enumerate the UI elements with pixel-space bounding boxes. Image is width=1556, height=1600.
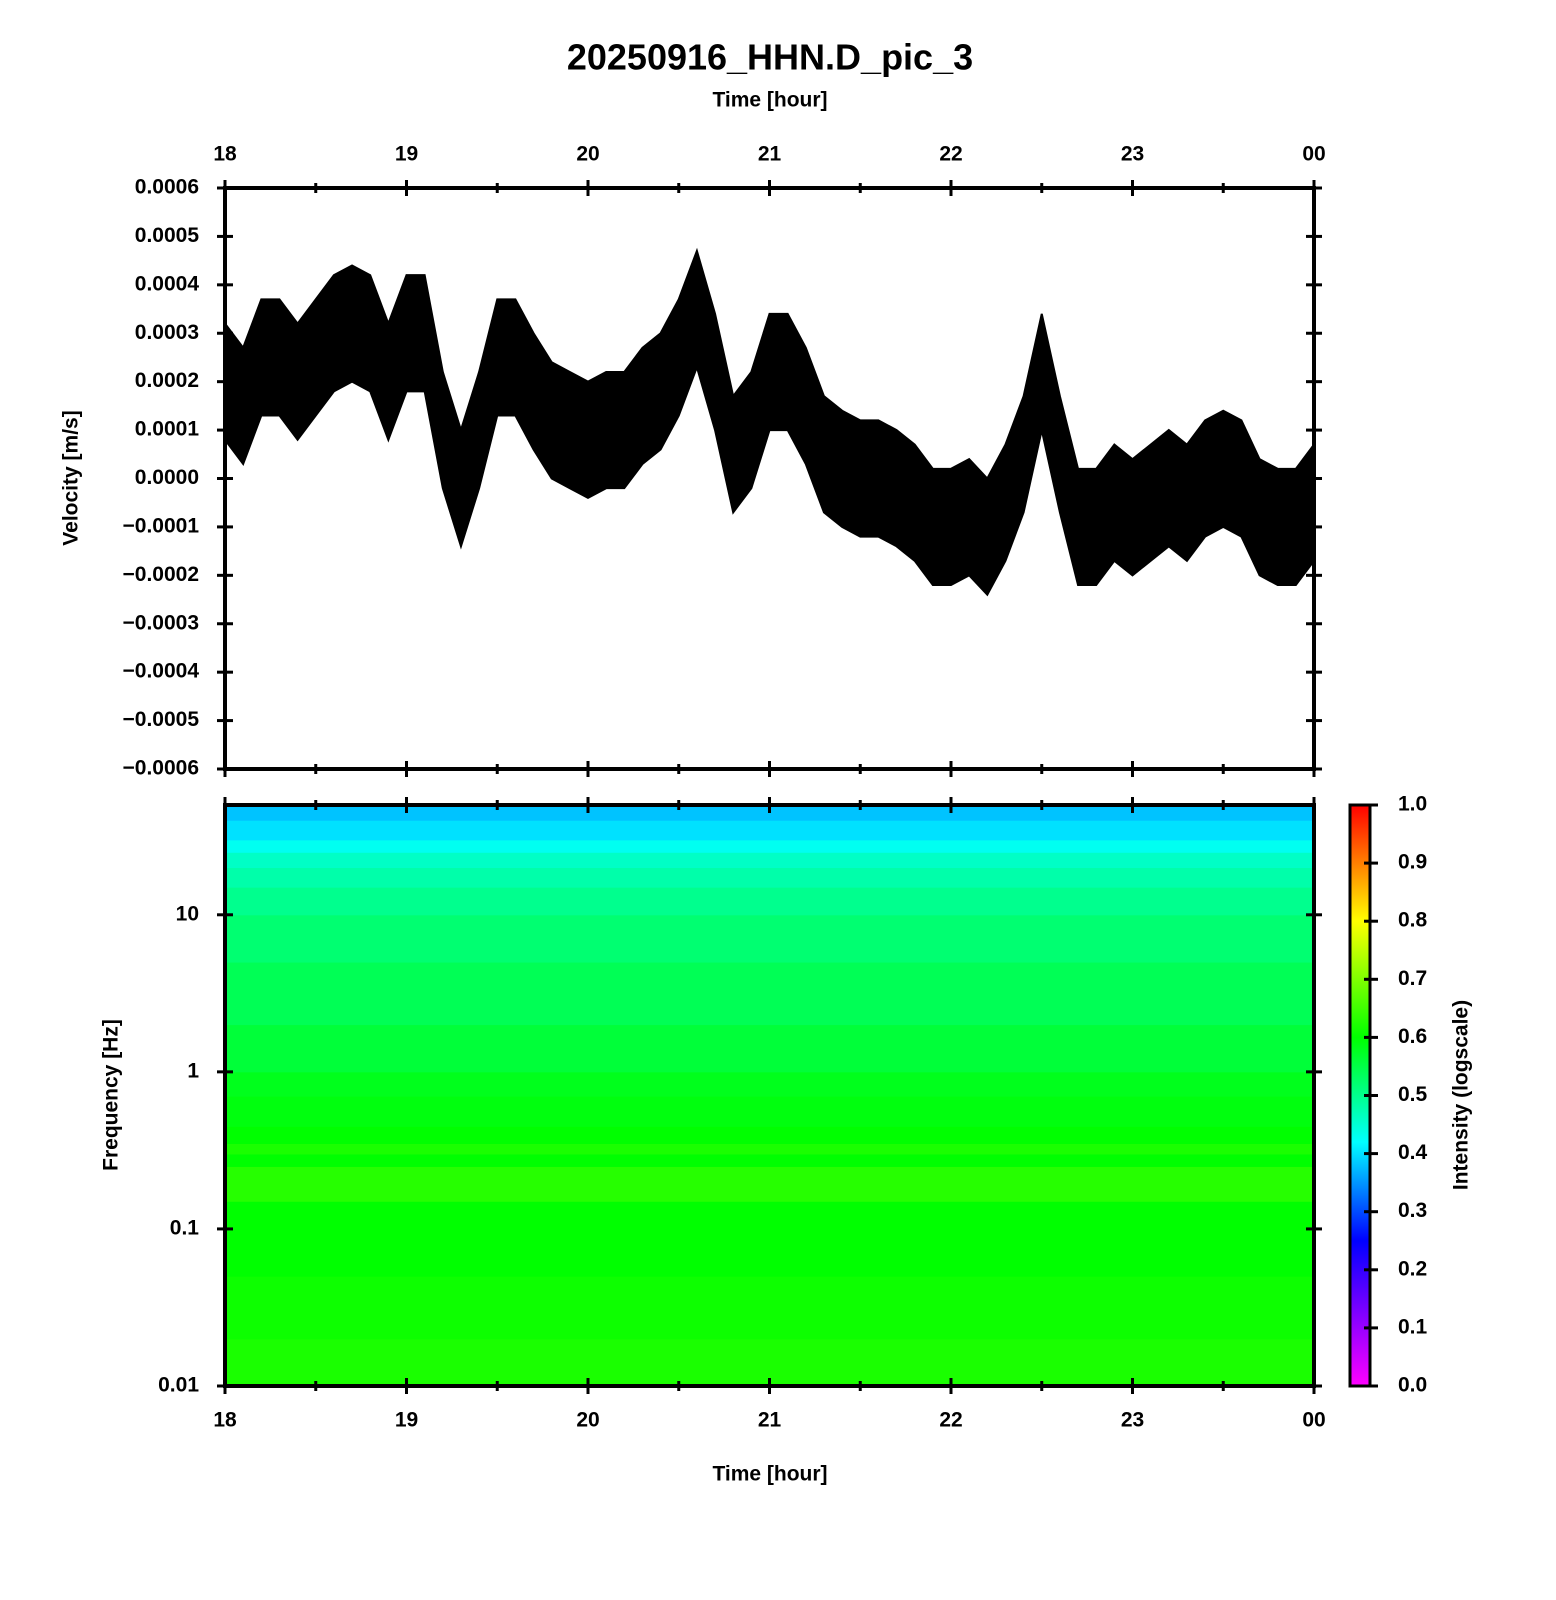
x-tick-label: 23 (1121, 1409, 1144, 1432)
colorbar-tick-label: 0.2 (1398, 1257, 1427, 1280)
y-tick-label: −0.0006 (123, 757, 200, 780)
waveform-fill (225, 250, 1314, 595)
x-tick-label: 23 (1121, 143, 1144, 166)
colorbar-tick-label: 0.5 (1398, 1083, 1428, 1106)
heatmap-cell (225, 1166, 1314, 1202)
x-tick-label: 19 (395, 143, 418, 166)
heatmap-cell (225, 1143, 1314, 1155)
y-tick-label: −0.0005 (123, 708, 200, 731)
y-tick-label: 0.0005 (135, 224, 200, 247)
heatmap-cell (225, 852, 1314, 869)
heatmap-cell (225, 839, 1314, 853)
y-tick-label: 0.0002 (135, 369, 199, 392)
heatmap-cell (225, 820, 1314, 841)
heatmap-cell (225, 1096, 1314, 1127)
colorbar-tick-label: 0.6 (1398, 1025, 1427, 1048)
heatmap-cell (225, 1276, 1314, 1340)
y-tick-label: −0.0002 (123, 563, 200, 586)
y-axis-title: Velocity [m/s] (60, 410, 83, 545)
heatmap-cell (225, 962, 1314, 1026)
x-tick-label: 00 (1302, 1409, 1325, 1432)
x-tick-label: 20 (576, 1409, 599, 1432)
plot-frame (223, 803, 1316, 1388)
x-tick-label: 20 (576, 143, 599, 166)
x-axis-title: Time [hour] (712, 1463, 827, 1486)
y-tick-label: −0.0004 (123, 660, 200, 683)
y-tick-label: 0.0001 (135, 418, 200, 441)
heatmap-cell (225, 914, 1314, 963)
y-tick-label: 0.0004 (135, 272, 200, 295)
colorbar-tick-label: 0.4 (1398, 1141, 1428, 1164)
heatmap-cell (225, 1071, 1314, 1097)
waveform-upper (224, 247, 1315, 481)
y-tick-label: 0.1 (170, 1216, 200, 1239)
heatmap-cell (225, 1201, 1314, 1230)
heatmap-cell (225, 887, 1314, 916)
heatmap-cell (225, 867, 1314, 888)
x-tick-label: 18 (213, 1409, 237, 1432)
x-tick-label: 19 (395, 1409, 418, 1432)
colorbar-tick-label: 0.8 (1398, 909, 1428, 932)
colorbar-tick-label: 0.1 (1398, 1315, 1428, 1338)
y-tick-label: 0.0006 (135, 176, 199, 199)
x-tick-label: 22 (939, 143, 962, 166)
x-tick-label: 18 (213, 143, 237, 166)
plot-frame (223, 186, 1316, 771)
y-tick-label: 1 (187, 1059, 199, 1082)
x-axis-title: Time [hour] (712, 89, 827, 112)
y-tick-label: 0.0000 (135, 466, 199, 489)
heatmap-cell (225, 1126, 1314, 1144)
y-tick-label: 0.0003 (135, 321, 199, 344)
x-tick-label: 00 (1302, 143, 1325, 166)
y-axis-title: Frequency [Hz] (100, 1019, 123, 1171)
heatmap-cell (225, 1228, 1314, 1277)
heatmap-cell (225, 1153, 1314, 1167)
y-tick-label: −0.0003 (123, 611, 200, 634)
x-tick-label: 22 (939, 1409, 962, 1432)
colorbar-tick-label: 1.0 (1398, 793, 1427, 816)
y-tick-label: 10 (176, 902, 199, 925)
colorbar-title: Intensity (logscale) (1450, 1000, 1473, 1190)
heatmap-cell (225, 1024, 1314, 1073)
x-tick-label: 21 (758, 1409, 782, 1432)
colorbar-tick-label: 0.3 (1398, 1199, 1427, 1222)
chart-title: 20250916_HHN.D_pic_3 (567, 37, 973, 78)
colorbar-tick-label: 0.0 (1398, 1374, 1427, 1397)
waveform-lower (224, 363, 1315, 597)
colorbar-tick-label: 0.7 (1398, 967, 1427, 990)
x-tick-label: 21 (758, 143, 782, 166)
y-tick-label: 0.01 (158, 1374, 199, 1397)
y-tick-label: −0.0001 (123, 514, 200, 537)
colorbar-tick-label: 0.9 (1398, 851, 1427, 874)
